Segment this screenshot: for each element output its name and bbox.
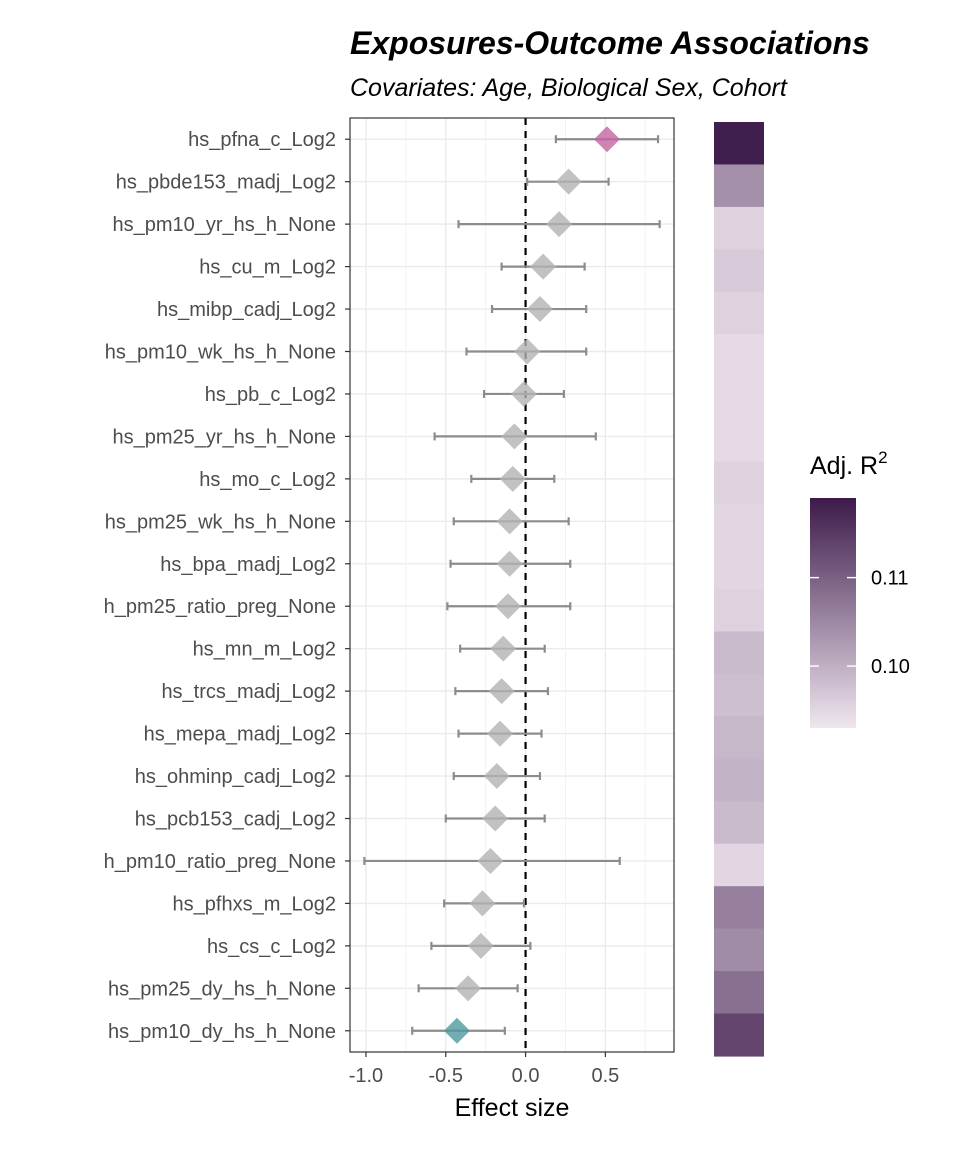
point-estimate-diamond (469, 890, 496, 917)
heatmap-cell (714, 589, 764, 633)
heatmap-cell (714, 291, 764, 335)
heatmap-cell (714, 631, 764, 675)
point-estimate-diamond (482, 805, 509, 832)
y-axis-label: h_pm25_ratio_preg_None (104, 596, 336, 618)
y-axis-labels: hs_pfna_c_Log2 hs_pbde153_madj_Log2 hs_pm1… (104, 129, 350, 1043)
y-axis-label: hs_pfna_c_Log2 (188, 129, 336, 151)
heatmap-cell (714, 376, 764, 420)
y-axis-label: hs_mo_c_Log2 (199, 469, 336, 491)
heatmap-cell (714, 758, 764, 802)
legend-tick-label: 0.10 (871, 656, 910, 678)
heatmap-cell (714, 334, 764, 378)
point-estimate-diamond (467, 932, 494, 959)
heatmap-cell (714, 716, 764, 760)
heatmap-cell (714, 206, 764, 250)
chart-subtitle: Covariates: Age, Biological Sex, Cohort (350, 74, 788, 102)
y-axis-label: hs_pcb153_cadj_Log2 (135, 809, 336, 831)
y-axis-label: hs_ohminp_cadj_Log2 (135, 766, 336, 788)
point-estimate-diamond (483, 763, 510, 790)
point-estimate-diamond (496, 550, 523, 577)
heatmap-cell (714, 504, 764, 548)
point-estimate-diamond (496, 508, 523, 535)
point-estimate-diamond (593, 126, 620, 153)
legend-ticks: 0.11 0.10 (810, 568, 910, 678)
x-tick-label: 0.0 (512, 1065, 540, 1087)
chart-title: Exposures-Outcome Associations (350, 25, 870, 61)
x-tick-label: -0.5 (429, 1065, 463, 1087)
heatmap-cell (714, 801, 764, 845)
heatmap-cell (714, 249, 764, 293)
y-axis-label: hs_pm10_yr_hs_h_None (113, 214, 337, 236)
x-tick-label: 0.5 (591, 1065, 619, 1087)
x-axis-label: Effect size (455, 1094, 570, 1122)
point-estimate-diamond (455, 975, 482, 1002)
point-estimate-diamond (546, 211, 573, 238)
point-estimate-diamond (477, 847, 504, 874)
y-axis-label: hs_pm10_dy_hs_h_None (108, 1021, 336, 1043)
heatmap-cell (714, 886, 764, 930)
y-axis-label: hs_mn_m_Log2 (193, 639, 336, 661)
color-legend: Adj. R2 0.11 0.10 (810, 448, 910, 728)
heatmap-cell (714, 843, 764, 887)
legend-color-bar (810, 498, 856, 728)
legend-title: Adj. R2 (810, 448, 888, 480)
y-axis-label: hs_mepa_madj_Log2 (144, 724, 336, 746)
heatmap-cell (714, 122, 764, 166)
legend-tick-label: 0.11 (871, 568, 908, 590)
point-estimate-diamond (488, 678, 515, 705)
point-estimate-diamond (555, 168, 582, 195)
point-estimates (443, 126, 620, 1044)
y-axis-label: hs_bpa_madj_Log2 (160, 554, 336, 576)
y-axis-label: hs_cu_m_Log2 (199, 257, 336, 279)
y-axis-label: hs_cs_c_Log2 (207, 936, 336, 958)
panel-border (349, 117, 675, 1053)
heatmap-cell (714, 673, 764, 717)
point-estimate-diamond (514, 338, 541, 365)
plot-panel (349, 117, 675, 1053)
heatmap-cell (714, 419, 764, 463)
y-axis-label: hs_pb_c_Log2 (205, 384, 336, 406)
adj-r2-heatmap-strip (714, 122, 764, 1057)
y-axis-label: hs_trcs_madj_Log2 (161, 681, 336, 703)
heatmap-cell (714, 971, 764, 1015)
panel-background (350, 118, 674, 1052)
point-estimate-diamond (526, 296, 553, 323)
y-axis-label: hs_mibp_cadj_Log2 (157, 299, 336, 321)
point-estimate-diamond (510, 380, 537, 407)
point-estimate-diamond (495, 593, 522, 620)
point-estimate-diamond (530, 253, 557, 280)
y-axis-label: hs_pm25_yr_hs_h_None (113, 426, 337, 448)
x-axis: -1.0 -0.5 0.0 0.5 (349, 1052, 619, 1087)
point-estimate-diamond (487, 720, 514, 747)
y-axis-label: hs_pm25_wk_hs_h_None (105, 511, 336, 533)
x-tick-label: -1.0 (349, 1065, 383, 1087)
y-axis-label: hs_pbde153_madj_Log2 (116, 172, 336, 194)
y-axis-label: hs_pfhxs_m_Log2 (173, 893, 336, 915)
point-estimate-diamond (490, 635, 517, 662)
y-axis-label: hs_pm10_wk_hs_h_None (105, 342, 336, 364)
heatmap-cell (714, 461, 764, 505)
heatmap-cell (714, 928, 764, 972)
y-axis-label: h_pm10_ratio_preg_None (104, 851, 336, 873)
heatmap-cell (714, 164, 764, 208)
point-estimate-diamond (501, 423, 528, 450)
y-axis-label: hs_pm25_dy_hs_h_None (108, 978, 336, 1000)
heatmap-cell (714, 1013, 764, 1057)
point-estimate-diamond (443, 1017, 470, 1044)
heatmap-cell (714, 546, 764, 590)
point-estimate-diamond (499, 465, 526, 492)
